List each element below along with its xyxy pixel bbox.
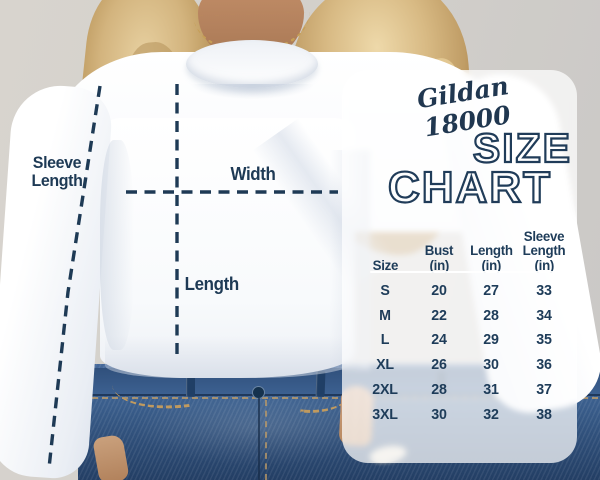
sleeve-length-label: Sleeve Length	[31, 153, 83, 190]
header-label: Bust	[424, 242, 454, 258]
table-cell: 30	[483, 356, 499, 374]
table-cell: M	[379, 306, 391, 324]
table-cell: 32	[483, 405, 499, 423]
jeans-fly-stitch	[265, 400, 267, 480]
table-cell: 31	[483, 381, 499, 399]
table-header-length: Length (in)	[464, 212, 518, 272]
table-header-bust: Bust (in)	[414, 212, 464, 272]
table-cell: S	[380, 281, 390, 299]
table-cell: 34	[536, 306, 552, 324]
header-unit: (in)	[481, 256, 501, 273]
table-cell: 29	[483, 331, 499, 349]
table-cell: 37	[536, 381, 552, 399]
table-cell: 3XL	[372, 405, 398, 423]
title-chart: CHART	[388, 163, 552, 210]
jeans-fly-seam	[258, 398, 260, 480]
header-unit: (in)	[429, 256, 449, 273]
header-unit: (in)	[534, 256, 554, 273]
table-cell: 35	[536, 331, 552, 349]
table-header-size: Size	[356, 212, 414, 272]
header-label: Size	[372, 256, 398, 273]
table-cell: 36	[536, 356, 552, 374]
title-size: SIZE	[473, 125, 572, 171]
table-cell: 27	[483, 281, 499, 299]
table-cell: 2XL	[372, 381, 398, 399]
length-label: Length	[184, 274, 240, 294]
belt-loop	[186, 371, 195, 397]
fabric-fold	[100, 140, 134, 350]
table-cell: 33	[536, 281, 552, 299]
table-cell: XL	[376, 356, 394, 374]
table-cell: L	[380, 331, 390, 349]
table-cell: 22	[431, 306, 447, 324]
size-chart-panel: Gildan 18000 SIZE CHART Size Bust (in) L…	[342, 70, 577, 463]
table-header-row: Size Bust (in) Length (in) Sleeve Length…	[356, 212, 570, 272]
fabric-fold	[105, 336, 355, 378]
table-header-sleeve-length: Sleeve Length (in)	[518, 212, 570, 272]
table-cell: 28	[431, 381, 447, 399]
table-cell: 20	[431, 281, 447, 299]
header-label: Length	[469, 242, 513, 258]
size-chart-title: SIZE CHART	[387, 124, 572, 210]
table-cell: 26	[431, 356, 447, 374]
width-label: Width	[230, 164, 276, 184]
header-label: Sleeve Length	[522, 227, 566, 258]
table-cell: 28	[483, 306, 499, 324]
size-table-body: S 20 27 33 M 22 28 34 L 24 29 35 XL 26 3…	[356, 278, 570, 427]
table-cell: 24	[431, 331, 447, 349]
table-header-divider	[370, 271, 574, 273]
table-cell: 38	[536, 405, 552, 423]
sweatshirt-collar	[186, 40, 318, 88]
table-cell: 30	[431, 405, 447, 423]
